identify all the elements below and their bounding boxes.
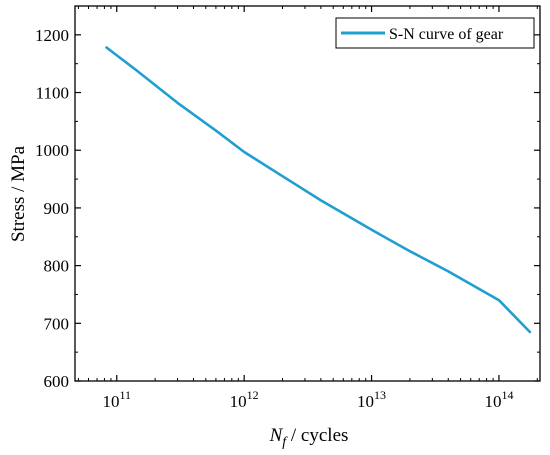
y-tick-label: 1200 <box>35 26 69 45</box>
legend-label: S-N curve of gear <box>389 26 504 43</box>
y-tick-label: 1000 <box>35 141 69 160</box>
y-tick-label: 800 <box>44 257 70 276</box>
y-tick-label: 900 <box>44 199 70 218</box>
x-axis-title: Nf / cycles <box>269 425 349 450</box>
y-axis-title: Stress / MPa <box>8 145 29 242</box>
legend: S-N curve of gear <box>335 17 535 49</box>
y-tick-label: 700 <box>44 314 70 333</box>
x-tick-label: 1014 <box>484 388 513 411</box>
y-tick-label: 600 <box>44 372 70 391</box>
y-tick-label: 1100 <box>36 84 69 103</box>
x-tick-label: 1012 <box>230 388 259 411</box>
x-tick-label: 1013 <box>357 388 386 411</box>
x-axis-title-symbol: N <box>269 425 284 446</box>
x-axis-title-subscript: f <box>282 435 288 450</box>
tick-group: 600 700 800 900 1000 1100 1200 1011 1012 1013 1014 <box>35 6 540 411</box>
series-group <box>105 46 532 334</box>
x-axis-title-unit: / cycles <box>286 425 348 446</box>
plot-frame <box>74 5 541 382</box>
series-line <box>105 46 532 334</box>
x-tick-label: 1011 <box>102 388 131 411</box>
